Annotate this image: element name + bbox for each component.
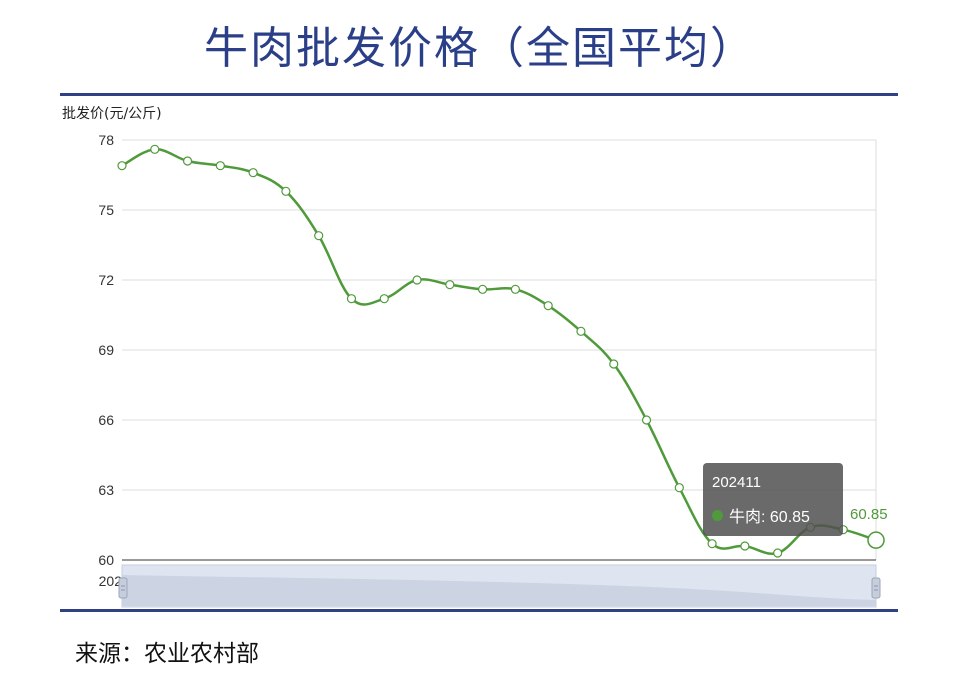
y-axis-title: 批发价(元/公斤) [62, 106, 162, 122]
data-point[interactable] [281, 186, 291, 196]
data-point[interactable] [182, 156, 193, 166]
y-tick-label: 72 [98, 272, 114, 288]
bottom-divider [60, 609, 898, 612]
data-point[interactable] [478, 284, 488, 294]
y-tick-label: 78 [98, 132, 114, 148]
data-point[interactable] [609, 359, 619, 369]
data-point[interactable] [674, 483, 684, 493]
y-tick-label: 69 [98, 342, 114, 358]
data-point[interactable] [314, 231, 324, 241]
y-tick-label: 66 [98, 412, 114, 428]
tooltip-period: 202411 [712, 474, 761, 491]
source-note: 来源：农业农村部 [75, 641, 259, 667]
data-point[interactable] [412, 275, 422, 285]
data-point[interactable] [867, 531, 885, 549]
y-tick-label: 75 [98, 202, 114, 218]
data-point[interactable] [248, 168, 258, 178]
zoom-slider-right-handle[interactable] [871, 577, 881, 599]
data-point[interactable] [543, 301, 553, 311]
series-color-dot [712, 509, 723, 521]
data-point[interactable] [773, 548, 783, 558]
data-points [117, 144, 885, 558]
y-tick-label: 63 [98, 482, 114, 498]
tooltip-row: 牛肉: 60.85 [712, 503, 810, 527]
zoom-slider[interactable] [118, 564, 881, 608]
grid-lines [122, 139, 877, 560]
tooltip-value-text: 牛肉: 60.85 [729, 509, 810, 526]
data-point[interactable] [150, 144, 160, 154]
y-tick-labels: 60 63 66 69 72 75 78 [98, 132, 114, 568]
data-tooltip: 202411 牛肉: 60.85 [703, 463, 843, 536]
last-value-label: 60.85 [850, 506, 888, 523]
data-point[interactable] [445, 280, 455, 290]
top-divider [60, 93, 898, 96]
y-tick-label: 60 [98, 552, 114, 568]
data-point[interactable] [707, 539, 717, 549]
data-point[interactable] [215, 161, 225, 171]
data-point[interactable] [576, 326, 586, 336]
data-point[interactable] [117, 161, 127, 171]
zoom-slider-left-handle[interactable] [118, 577, 128, 599]
data-point[interactable] [740, 541, 750, 551]
zoom-slider-preview [122, 575, 876, 606]
page-title: 牛肉批发价格（全国平均） [204, 23, 756, 74]
data-point[interactable] [346, 294, 357, 304]
data-point[interactable] [510, 284, 520, 294]
data-point[interactable] [641, 415, 652, 425]
data-point[interactable] [379, 294, 389, 304]
